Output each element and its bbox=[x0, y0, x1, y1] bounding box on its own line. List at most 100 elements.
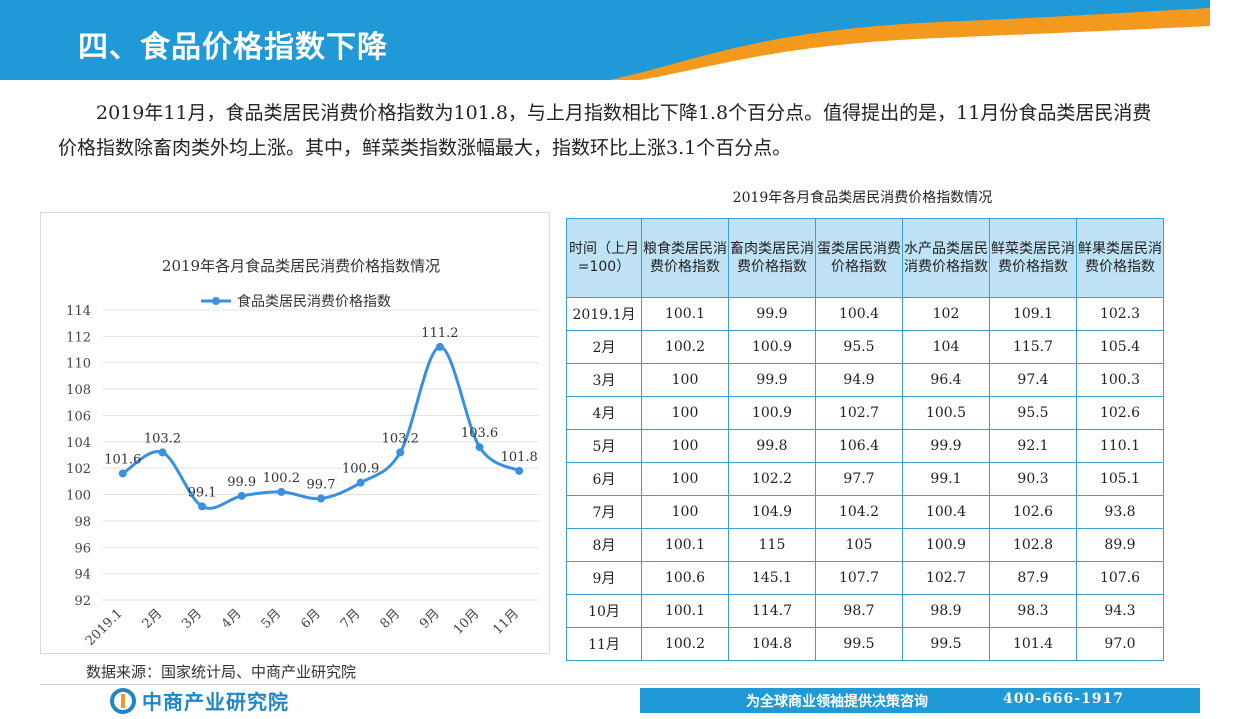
table-cell: 98.3 bbox=[989, 594, 1077, 628]
table-cell: 93.8 bbox=[1076, 495, 1164, 529]
legend-label: 食品类居民消费价格指数 bbox=[237, 293, 391, 310]
data-label: 103.2 bbox=[382, 431, 419, 446]
x-tick-label: 2019.1 bbox=[83, 606, 126, 649]
data-point bbox=[198, 502, 207, 511]
y-tick-label: 100 bbox=[66, 489, 91, 504]
x-tick-label: 8月 bbox=[377, 606, 403, 632]
table-cell: 99.9 bbox=[728, 297, 816, 331]
table-row-label: 2月 bbox=[566, 330, 642, 364]
data-point bbox=[118, 469, 127, 478]
y-tick-label: 104 bbox=[66, 436, 91, 451]
chart-title: 2019年各月食品类居民消费价格指数情况 bbox=[162, 257, 440, 275]
table-cell: 102.2 bbox=[728, 462, 816, 496]
table-cell: 107.6 bbox=[1076, 561, 1164, 595]
table-cell: 115 bbox=[728, 528, 816, 562]
footer-divider bbox=[40, 684, 1200, 685]
table-cell: 100.3 bbox=[1076, 363, 1164, 397]
table-cell: 95.5 bbox=[989, 396, 1077, 430]
table-cell: 100 bbox=[641, 396, 729, 430]
data-label: 103.6 bbox=[461, 426, 498, 441]
table-row-label: 9月 bbox=[566, 561, 642, 595]
x-tick-label: 11月 bbox=[491, 606, 522, 637]
table-header-cell: 畜肉类居民消费价格指数 bbox=[728, 218, 816, 298]
data-label: 99.9 bbox=[227, 475, 256, 490]
table-row: 11月 100.2 104.8 99.5 99.5 101.4 97.0 bbox=[566, 627, 1164, 661]
table-header-cell: 蛋类居民消费价格指数 bbox=[815, 218, 903, 298]
table-cell: 102.7 bbox=[815, 396, 903, 430]
data-point bbox=[475, 443, 484, 452]
table-cell: 99.9 bbox=[902, 429, 990, 463]
table-cell: 99.5 bbox=[902, 627, 990, 661]
table-row-label: 4月 bbox=[566, 396, 642, 430]
table-cell: 98.9 bbox=[902, 594, 990, 628]
table-header-row: 时间（上月=100） 粮食类居民消费价格指数 畜肉类居民消费价格指数 蛋类居民消费价格… bbox=[566, 218, 1164, 298]
y-tick-label: 110 bbox=[66, 357, 91, 372]
table-cell: 102.7 bbox=[902, 561, 990, 595]
table-cell: 102.6 bbox=[989, 495, 1077, 529]
table-cell: 100.9 bbox=[728, 330, 816, 364]
table-cell: 94.9 bbox=[815, 363, 903, 397]
table-cell: 100 bbox=[641, 363, 729, 397]
table-cell: 87.9 bbox=[989, 561, 1077, 595]
table-cell: 94.3 bbox=[1076, 594, 1164, 628]
table-cell: 90.3 bbox=[989, 462, 1077, 496]
y-tick-label: 102 bbox=[66, 462, 91, 477]
data-label: 103.2 bbox=[144, 431, 181, 446]
legend-marker bbox=[212, 297, 220, 305]
table-cell: 100.5 bbox=[902, 396, 990, 430]
table-cell: 105 bbox=[815, 528, 903, 562]
table-header-cell: 鲜菜类居民消费价格指数 bbox=[989, 218, 1077, 298]
data-point bbox=[277, 487, 286, 496]
table-cell: 102.3 bbox=[1076, 297, 1164, 331]
table-row: 10月 100.1 114.7 98.7 98.9 98.3 94.3 bbox=[566, 594, 1164, 628]
header-swoosh bbox=[610, 8, 1210, 80]
table-cell: 114.7 bbox=[728, 594, 816, 628]
table-cell: 100 bbox=[641, 495, 729, 529]
table-header-cell: 粮食类居民消费价格指数 bbox=[641, 218, 729, 298]
table-cell: 105.4 bbox=[1076, 330, 1164, 364]
table-cell: 100.1 bbox=[641, 528, 729, 562]
data-point bbox=[158, 448, 167, 457]
y-tick-label: 96 bbox=[74, 541, 91, 556]
data-label: 99.7 bbox=[307, 478, 336, 493]
data-label: 100.2 bbox=[263, 471, 300, 486]
summary-paragraph: 2019年11月，食品类居民消费价格指数为101.8，与上月指数相比下降1.8个… bbox=[58, 96, 1168, 166]
table-row: 8月 100.1 115 105 100.9 102.8 89.9 bbox=[566, 528, 1164, 562]
y-tick-label: 108 bbox=[66, 383, 91, 398]
data-point bbox=[396, 448, 405, 457]
logo-mark-icon bbox=[110, 687, 136, 714]
data-point bbox=[237, 491, 246, 500]
table-row: 7月 100 104.9 104.2 100.4 102.6 93.8 bbox=[566, 495, 1164, 529]
table-body: 2019.1月 100.1 99.9 100.4 102 109.1 102.3 2月 100.… bbox=[566, 297, 1164, 661]
table-row-label: 5月 bbox=[566, 429, 642, 463]
table-cell: 98.7 bbox=[815, 594, 903, 628]
table-title: 2019年各月食品类居民消费价格指数情况 bbox=[732, 190, 993, 206]
summary-text: 2019年11月，食品类居民消费价格指数为101.8，与上月指数相比下降1.8个… bbox=[58, 102, 1152, 159]
table-cell: 100 bbox=[641, 462, 729, 496]
table-row-label: 3月 bbox=[566, 363, 642, 397]
table-cell: 100.6 bbox=[641, 561, 729, 595]
table-cell: 97.0 bbox=[1076, 627, 1164, 661]
table-cell: 100 bbox=[641, 429, 729, 463]
footer-bar bbox=[640, 688, 1200, 713]
table-header-cell: 水产品类居民消费价格指数 bbox=[902, 218, 990, 298]
table-cell: 101.4 bbox=[989, 627, 1077, 661]
table-cell: 99.9 bbox=[728, 363, 816, 397]
line-chart-panel: 2019年各月食品类居民消费价格指数情况 食品类居民消费价格指数 92 94 96 98 1… bbox=[40, 212, 550, 654]
x-tick-label: 2月 bbox=[140, 606, 166, 632]
data-point bbox=[515, 466, 524, 475]
table-cell: 100.4 bbox=[815, 297, 903, 331]
table-cell: 104 bbox=[902, 330, 990, 364]
data-point bbox=[317, 494, 325, 503]
table-cell: 102 bbox=[902, 297, 990, 331]
data-label: 100.9 bbox=[342, 462, 379, 477]
y-tick-label: 106 bbox=[66, 409, 91, 424]
table-cell: 99.1 bbox=[902, 462, 990, 496]
data-point bbox=[435, 342, 444, 351]
table-row-label: 8月 bbox=[566, 528, 642, 562]
series-line bbox=[121, 345, 520, 510]
logo-text: 中商产业研究院 bbox=[142, 690, 289, 714]
table-row: 2019.1月 100.1 99.9 100.4 102 109.1 102.3 bbox=[566, 297, 1164, 331]
table-header-cell: 时间（上月=100） bbox=[566, 218, 642, 298]
data-source: 数据来源：国家统计局、中商产业研究院 bbox=[86, 663, 357, 681]
